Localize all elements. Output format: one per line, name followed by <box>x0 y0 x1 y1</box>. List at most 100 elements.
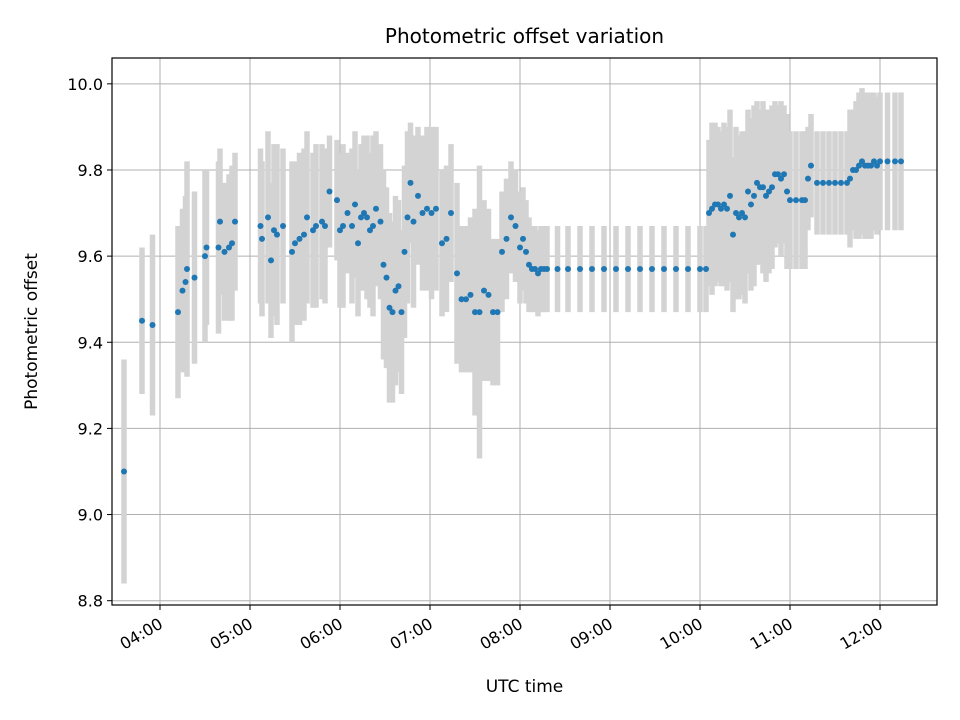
data-point <box>637 266 643 273</box>
data-point <box>565 266 571 273</box>
data-point <box>784 188 790 195</box>
y-tick-label: 9.0 <box>78 506 103 525</box>
data-point <box>718 205 724 212</box>
data-point <box>319 218 325 225</box>
y-tick-label: 9.8 <box>78 161 103 180</box>
data-point <box>296 235 303 242</box>
data-point <box>149 322 156 329</box>
data-point <box>601 266 607 273</box>
data-point <box>386 304 393 311</box>
y-tick-label: 8.8 <box>78 592 103 611</box>
data-point <box>443 235 450 242</box>
data-point <box>364 214 370 221</box>
data-point <box>775 171 781 178</box>
data-point <box>407 179 414 186</box>
data-point <box>613 266 619 273</box>
data-point <box>814 179 820 186</box>
data-point <box>419 210 426 217</box>
data-point <box>271 227 277 234</box>
data-point <box>892 158 898 165</box>
data-point <box>203 244 210 251</box>
data-point <box>494 309 501 316</box>
data-point <box>490 309 496 316</box>
data-point <box>508 214 514 221</box>
data-point <box>760 184 766 191</box>
data-point <box>859 158 865 165</box>
data-point <box>415 192 421 199</box>
data-point <box>392 287 399 294</box>
data-point <box>467 291 474 298</box>
data-point <box>844 179 850 186</box>
data-point <box>535 270 541 277</box>
data-point <box>367 227 373 234</box>
data-point <box>739 210 745 217</box>
data-point <box>856 162 862 169</box>
data-point <box>358 214 364 221</box>
data-point <box>781 171 787 178</box>
y-tick-label: 9.2 <box>78 419 103 438</box>
data-point <box>463 296 469 303</box>
data-point <box>259 235 265 242</box>
y-tick-label: 9.6 <box>78 247 103 266</box>
data-point <box>337 227 343 234</box>
data-point <box>380 261 387 268</box>
data-point <box>433 205 439 212</box>
data-point <box>826 179 832 186</box>
data-point <box>265 214 271 221</box>
data-point <box>481 287 487 294</box>
data-point <box>410 218 417 225</box>
data-point <box>182 278 189 285</box>
data-point <box>268 257 274 264</box>
data-point <box>874 162 880 169</box>
data-point <box>709 205 715 212</box>
data-point <box>721 201 727 208</box>
data-point <box>523 248 529 255</box>
data-point <box>589 266 595 273</box>
y-tick-label: 9.4 <box>78 333 103 352</box>
data-point <box>673 266 679 273</box>
data-point <box>232 218 238 225</box>
data-point <box>334 197 340 204</box>
y-tick-label: 10.0 <box>67 75 103 94</box>
data-point <box>838 179 844 186</box>
data-point <box>808 162 814 169</box>
data-point <box>448 210 454 217</box>
data-point <box>217 218 223 225</box>
data-point <box>401 248 408 255</box>
data-point <box>503 235 510 242</box>
data-point <box>697 266 703 273</box>
data-point <box>383 274 390 281</box>
data-point <box>727 192 733 199</box>
data-point <box>745 188 751 195</box>
x-axis-label: UTC time <box>486 677 564 697</box>
data-point <box>139 317 145 324</box>
data-point <box>454 270 460 277</box>
data-point <box>577 266 583 273</box>
data-point <box>304 214 310 221</box>
data-point <box>778 175 784 182</box>
data-point <box>499 248 505 255</box>
data-point <box>215 244 222 251</box>
data-point <box>703 266 709 273</box>
data-point <box>326 188 333 195</box>
data-point <box>439 240 445 247</box>
data-point <box>485 291 492 298</box>
data-point <box>202 253 208 260</box>
data-point <box>121 468 127 475</box>
data-point <box>820 179 826 186</box>
data-point <box>221 248 228 255</box>
data-point <box>344 210 351 217</box>
data-point <box>526 261 532 268</box>
data-point <box>787 197 793 204</box>
data-point <box>661 266 667 273</box>
data-point <box>191 274 198 281</box>
data-point <box>769 184 775 191</box>
data-point <box>229 240 235 247</box>
data-point <box>847 175 853 182</box>
data-point <box>766 188 772 195</box>
data-point <box>226 244 232 251</box>
data-point <box>370 222 376 229</box>
data-point <box>289 248 295 255</box>
data-point <box>715 201 721 208</box>
